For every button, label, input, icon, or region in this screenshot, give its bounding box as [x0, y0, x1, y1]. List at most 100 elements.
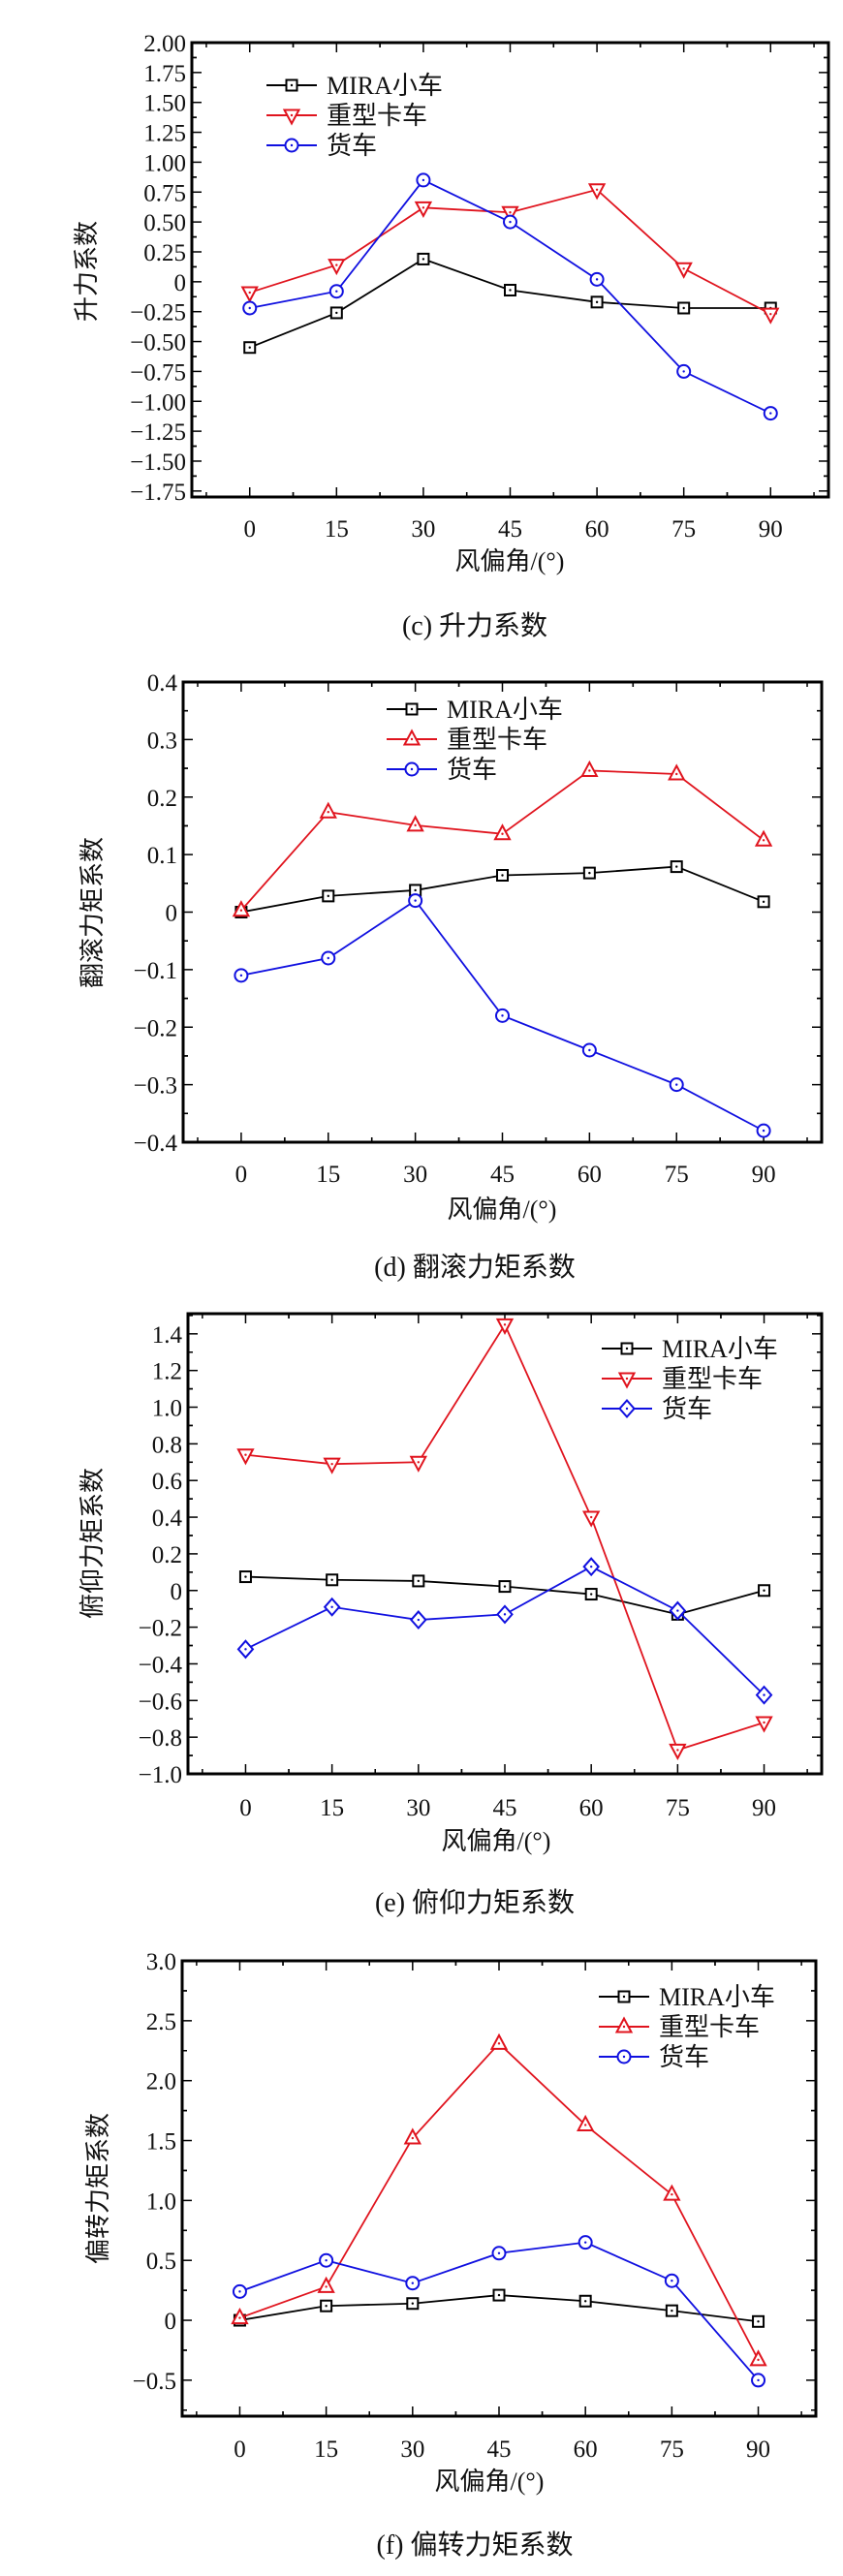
- data-point-marker-center-dot: [671, 2192, 673, 2196]
- legend-marker-center-dot: [290, 143, 294, 147]
- data-point-marker: [754, 829, 773, 847]
- data-point-marker-center-dot: [325, 2259, 328, 2262]
- x-tick-label: 75: [665, 1162, 689, 1188]
- y-tick-label: 1.75: [143, 61, 186, 87]
- y-tick-label: −0.3: [134, 1073, 177, 1100]
- y-tick-label: 1.5: [146, 2129, 176, 2156]
- data-point-marker-center-dot: [763, 1721, 765, 1724]
- y-tick-label: 0.4: [152, 1505, 183, 1532]
- legend-marker-center-dot: [625, 1377, 629, 1381]
- data-point-marker: [755, 1716, 773, 1733]
- data-point-marker-center-dot: [682, 370, 685, 373]
- series-mira: [234, 860, 770, 918]
- data-point-marker-center-dot: [335, 290, 338, 293]
- data-point-marker: [580, 760, 599, 777]
- data-point-marker-center-dot: [414, 823, 417, 827]
- x-tick-label: 45: [498, 516, 522, 543]
- data-point-marker-center-dot: [248, 306, 251, 310]
- chart-caption: (c) 升力系数: [402, 610, 547, 641]
- legend-marker-center-dot: [410, 737, 414, 741]
- data-point-marker: [236, 1448, 255, 1466]
- x-tick-label: 90: [746, 2436, 770, 2463]
- legend-label: MIRA小车: [447, 696, 563, 724]
- data-point-marker-center-dot: [769, 412, 772, 415]
- data-point-marker-center-dot: [414, 888, 417, 892]
- legend-entry: MIRA小车: [387, 696, 563, 724]
- y-tick-label: 0.3: [147, 728, 177, 754]
- y-tick-label: 0: [166, 901, 178, 927]
- legend-label: 重型卡车: [662, 1365, 763, 1393]
- data-point-marker-center-dot: [330, 1578, 333, 1581]
- data-point-marker-center-dot: [501, 874, 504, 877]
- data-point-marker-center-dot: [589, 1593, 593, 1596]
- data-point-marker-center-dot: [682, 267, 685, 270]
- data-point-marker-center-dot: [330, 1605, 333, 1608]
- data-point-marker: [328, 259, 346, 276]
- data-point-marker-center-dot: [503, 1323, 507, 1326]
- data-point-marker: [403, 2127, 422, 2145]
- legend-label: 重型卡车: [447, 726, 547, 754]
- data-point-marker-center-dot: [595, 278, 599, 281]
- data-point-marker-center-dot: [588, 769, 591, 772]
- legend-label: 货车: [327, 132, 377, 160]
- data-point-marker-center-dot: [327, 894, 329, 898]
- data-point-marker-center-dot: [509, 289, 512, 292]
- series-truck: [242, 172, 778, 421]
- data-point-marker: [231, 2307, 249, 2325]
- data-point-marker-center-dot: [595, 188, 599, 192]
- series-heavy: [231, 2033, 767, 2367]
- data-point-marker-center-dot: [417, 1461, 421, 1464]
- x-tick-label: 90: [752, 1795, 776, 1821]
- data-point-marker-center-dot: [244, 1575, 247, 1578]
- legend-label: 货车: [662, 1395, 712, 1423]
- y-tick-label: 1.0: [152, 1396, 182, 1422]
- y-tick-label: −0.5: [133, 2369, 176, 2395]
- data-point-marker: [668, 763, 686, 781]
- data-point-marker-center-dot: [762, 900, 765, 904]
- y-tick-label: −0.2: [134, 1015, 177, 1041]
- data-point-marker-center-dot: [248, 346, 251, 349]
- y-tick-label: 1.4: [152, 1322, 183, 1349]
- y-axis-title: 俯仰力矩系数: [78, 1468, 107, 1619]
- legend-entry: 重型卡车: [387, 726, 547, 754]
- x-tick-label: 75: [660, 2436, 684, 2463]
- data-point-marker-center-dot: [769, 312, 772, 316]
- data-point-marker-center-dot: [238, 2290, 241, 2293]
- chart-roll-moment-coefficient: 翻滚力矩系数 风偏角/(°) (d) 翻滚力矩系数 0 15 30 45 60 75 90 0…: [78, 670, 824, 1283]
- y-tick-label: 0.8: [152, 1432, 182, 1458]
- y-tick-label: 1.0: [146, 2188, 176, 2215]
- data-point-marker-center-dot: [417, 1579, 421, 1583]
- data-point-marker-center-dot: [762, 839, 765, 842]
- y-tick-label: 1.00: [143, 150, 186, 176]
- data-point-marker-center-dot: [675, 865, 678, 868]
- data-point-marker: [582, 1510, 601, 1528]
- data-point-marker-center-dot: [330, 1462, 333, 1466]
- legend-entry: 货车: [387, 756, 497, 784]
- data-point-marker-center-dot: [762, 1129, 765, 1133]
- y-tick-label: −0.50: [130, 330, 186, 357]
- y-tick-label: 1.50: [143, 91, 186, 117]
- data-point-marker-center-dot: [244, 1648, 247, 1651]
- x-tick-label: 0: [235, 1162, 248, 1188]
- y-tick-label: 0.4: [147, 670, 178, 697]
- y-tick-label: 0.75: [143, 180, 186, 206]
- data-point-marker-center-dot: [239, 909, 243, 912]
- data-point-marker-center-dot: [411, 2302, 415, 2305]
- x-tick-label: 30: [411, 516, 435, 543]
- data-point-marker-center-dot: [414, 899, 417, 902]
- x-axis-title: 风偏角/(°): [448, 1195, 557, 1224]
- y-tick-label: 0.1: [147, 843, 177, 869]
- data-point-marker-center-dot: [497, 2251, 501, 2254]
- y-tick-label: −1.50: [130, 450, 186, 476]
- data-point-marker-center-dot: [497, 2042, 501, 2045]
- data-point-marker-center-dot: [583, 2300, 587, 2303]
- x-tick-label: 0: [239, 1795, 252, 1821]
- y-tick-label: 1.25: [143, 121, 186, 147]
- data-point-marker: [674, 262, 693, 279]
- data-point-marker-center-dot: [327, 810, 329, 814]
- y-tick-label: 0.50: [143, 210, 186, 236]
- data-point-marker-center-dot: [501, 1014, 504, 1017]
- x-tick-label: 0: [243, 516, 256, 543]
- legend-marker-center-dot: [622, 2025, 626, 2029]
